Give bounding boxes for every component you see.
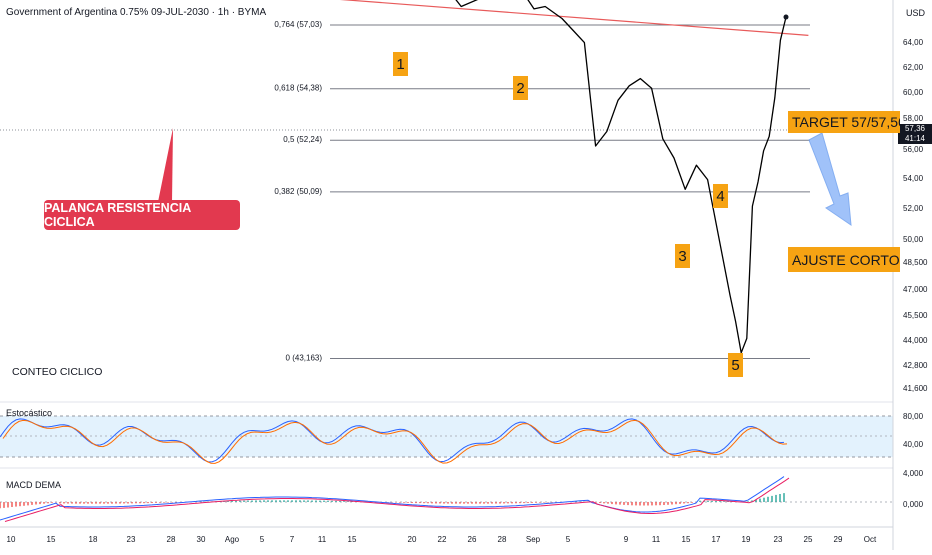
price-series xyxy=(455,0,789,354)
x-tick-label: 25 xyxy=(804,535,813,544)
x-tick-label: 9 xyxy=(624,535,629,544)
indicator-tick-label: 0,000 xyxy=(903,500,924,509)
last-price-dot xyxy=(783,14,789,20)
x-tick-label: 5 xyxy=(260,535,265,544)
stochastic-label: Estocástico xyxy=(6,408,53,418)
palanca-pointer-shape xyxy=(158,128,173,202)
fib-label: 0,764 (57,03) xyxy=(274,20,322,29)
y-tick-label: 42,800 xyxy=(903,361,928,370)
y-tick-label: 41,600 xyxy=(903,384,928,393)
x-tick-label: 18 xyxy=(89,535,98,544)
wave-label-3[interactable]: 3 xyxy=(675,244,690,268)
chart-title: Government of Argentina 0.75% 09-JUL-203… xyxy=(6,7,267,18)
y-tick-label: 50,00 xyxy=(903,235,924,244)
fib-label: 0,618 (54,38) xyxy=(274,84,322,93)
price-line xyxy=(455,0,787,354)
indicator-tick-label: 40,00 xyxy=(903,440,924,449)
y-tick-label: 47,000 xyxy=(903,285,928,294)
y-tick-label: 45,500 xyxy=(903,311,928,320)
last-price-badge: 57,36 41:14 xyxy=(898,124,932,144)
wave-label-2[interactable]: 2 xyxy=(513,76,528,100)
x-tick-label: 20 xyxy=(408,535,417,544)
indicator-tick-label: 80,00 xyxy=(903,412,924,421)
x-tick-label: 15 xyxy=(348,535,357,544)
target-label[interactable]: TARGET 57/57,50 xyxy=(788,111,900,133)
adjust-label[interactable]: AJUSTE CORTO 4 xyxy=(788,247,900,272)
x-tick-label: 29 xyxy=(834,535,843,544)
y-tick-label: 60,00 xyxy=(903,88,924,97)
palanca-pointer xyxy=(158,128,173,202)
x-tick-label: 23 xyxy=(127,535,136,544)
x-tick-label: 11 xyxy=(652,535,661,544)
x-tick-label: 15 xyxy=(47,535,56,544)
x-tick-label: 17 xyxy=(712,535,721,544)
macd-signal-line xyxy=(4,477,790,522)
x-tick-label: 15 xyxy=(682,535,691,544)
y-tick-label: 52,00 xyxy=(903,204,924,213)
x-tick-label: Sep xyxy=(526,535,541,544)
x-tick-label: 26 xyxy=(468,535,477,544)
wave-label-1[interactable]: 1 xyxy=(393,52,408,76)
last-price: 57,36 xyxy=(904,124,926,133)
x-tick-label: 28 xyxy=(167,535,176,544)
x-tick-label: 30 xyxy=(197,535,206,544)
axes: 64,0062,0060,0058,0056,0054,0052,0050,00… xyxy=(7,38,928,544)
stoch-k-line xyxy=(0,418,785,463)
x-tick-label: 5 xyxy=(566,535,571,544)
y-tick-label: 64,00 xyxy=(903,38,924,47)
bar-countdown: 41:14 xyxy=(904,134,926,143)
x-tick-label: 10 xyxy=(7,535,16,544)
x-tick-label: 28 xyxy=(498,535,507,544)
wave-label-4[interactable]: 4 xyxy=(713,184,728,208)
x-tick-label: 11 xyxy=(318,535,327,544)
x-tick-label: 23 xyxy=(774,535,783,544)
x-tick-label: Ago xyxy=(225,535,240,544)
palanca-label[interactable]: PALANCA RESISTENCIA CICLICA xyxy=(44,200,240,230)
currency-label: USD xyxy=(906,8,926,18)
y-tick-label: 58,00 xyxy=(903,114,924,123)
indicator-tick-label: 4,000 xyxy=(903,469,924,478)
macd-pane xyxy=(0,476,790,522)
trendline xyxy=(339,0,809,36)
x-tick-label: 19 xyxy=(742,535,751,544)
fib-label: 0,5 (52,24) xyxy=(283,135,322,144)
macd-label: MACD DEMA xyxy=(6,480,62,490)
projection-arrow xyxy=(808,132,852,227)
y-tick-label: 56,00 xyxy=(903,145,924,154)
cyclic-resistance-trendline xyxy=(339,0,809,36)
macd-line xyxy=(0,476,785,521)
wave-label-5[interactable]: 5 xyxy=(728,353,743,377)
fib-label: 0,382 (50,09) xyxy=(274,187,322,196)
x-tick-label: 22 xyxy=(438,535,447,544)
y-tick-label: 48,500 xyxy=(903,258,928,267)
y-tick-label: 44,000 xyxy=(903,336,928,345)
y-tick-label: 62,00 xyxy=(903,63,924,72)
x-tick-label: Oct xyxy=(864,535,877,544)
stochastic-pane xyxy=(0,418,788,464)
x-tick-label: 7 xyxy=(290,535,295,544)
fib-label: 0 (43,163) xyxy=(286,354,323,363)
stoch-d-line xyxy=(2,419,788,464)
y-tick-label: 54,00 xyxy=(903,174,924,183)
conteo-label: CONTEO CICLICO xyxy=(12,366,103,378)
projection-arrow-shape xyxy=(808,132,852,227)
